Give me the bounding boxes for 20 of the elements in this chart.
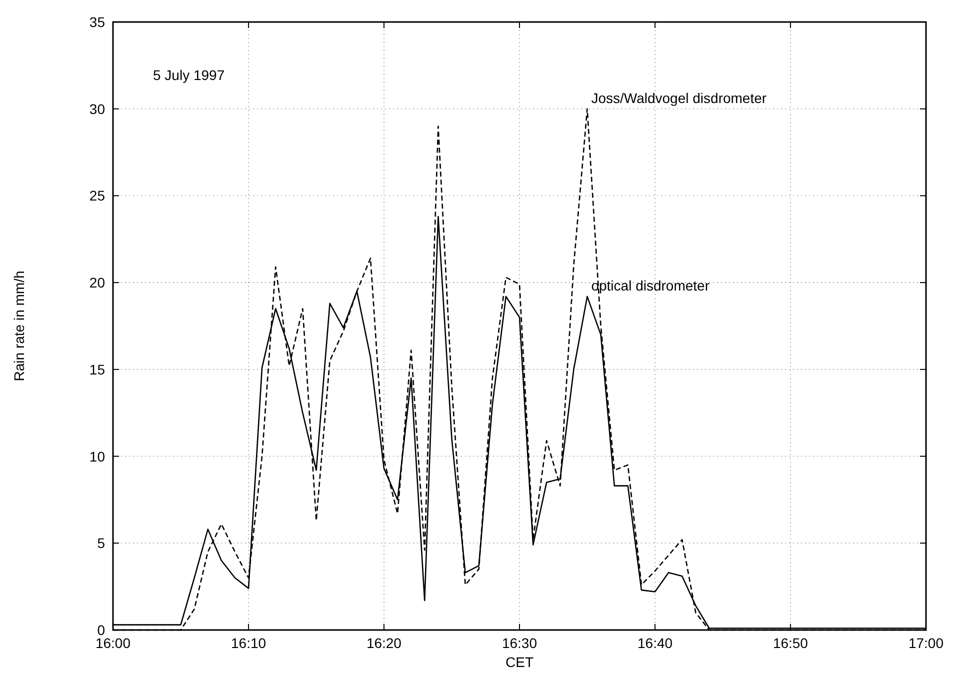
series-label: optical disdrometer [591, 277, 710, 294]
y-tick-label: 25 [89, 188, 106, 204]
y-axis-title: Rain rate in mm/h [11, 270, 27, 382]
y-tick-label: 10 [89, 448, 106, 464]
x-tick-label: 16:20 [366, 635, 402, 651]
x-tick-label: 16:30 [502, 635, 538, 651]
x-tick-label: 16:40 [638, 635, 673, 651]
x-tick-label: 16:00 [95, 635, 131, 651]
x-tick-label: 17:00 [908, 635, 944, 651]
annotation: 5 July 1997 [153, 67, 225, 83]
y-tick-label: 15 [89, 361, 106, 378]
y-tick-label: 20 [89, 274, 106, 291]
y-tick-label: 30 [89, 100, 106, 117]
y-tick-label: 0 [97, 622, 106, 638]
x-axis-title: CET [506, 654, 534, 670]
y-tick-label: 5 [97, 535, 106, 552]
x-tick-label: 16:50 [772, 635, 808, 651]
y-tick-label: 35 [89, 14, 106, 30]
series-label: Joss/Waldvogel disdrometer [591, 90, 767, 106]
x-tick-label: 16:10 [231, 635, 266, 651]
